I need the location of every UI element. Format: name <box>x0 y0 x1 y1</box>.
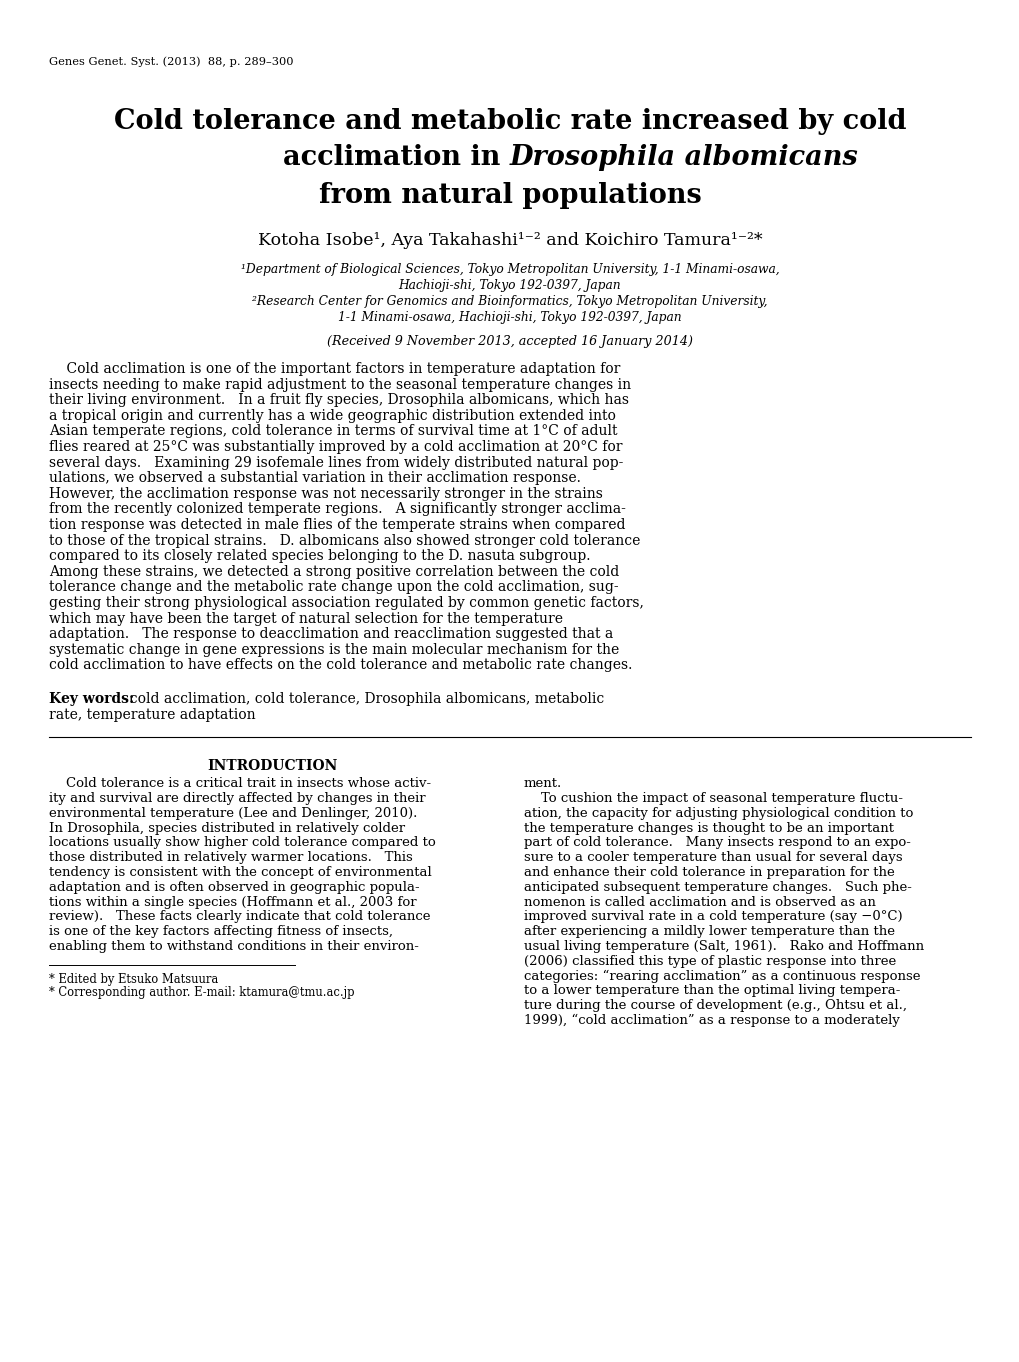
Text: Cold acclimation is one of the important factors in temperature adaptation for: Cold acclimation is one of the important… <box>49 362 620 376</box>
Text: tolerance change and the metabolic rate change upon the cold acclimation, sug-: tolerance change and the metabolic rate … <box>49 580 618 594</box>
Text: Cold tolerance and metabolic rate increased by cold: Cold tolerance and metabolic rate increa… <box>114 108 905 135</box>
Text: insects needing to make rapid adjustment to the seasonal temperature changes in: insects needing to make rapid adjustment… <box>49 377 631 392</box>
Text: enabling them to withstand conditions in their environ-: enabling them to withstand conditions in… <box>49 940 419 953</box>
Text: Kotoha Isobe¹, Aya Takahashi¹⁻² and Koichiro Tamura¹⁻²*: Kotoha Isobe¹, Aya Takahashi¹⁻² and Koic… <box>258 232 761 249</box>
Text: Drosophila albomicans: Drosophila albomicans <box>510 144 858 172</box>
Text: (2006) classified this type of plastic response into three: (2006) classified this type of plastic r… <box>524 955 896 968</box>
Text: review).   These facts clearly indicate that cold tolerance: review). These facts clearly indicate th… <box>49 910 430 923</box>
Text: sure to a cooler temperature than usual for several days: sure to a cooler temperature than usual … <box>524 851 902 865</box>
Text: ¹Department of Biological Sciences, Tokyo Metropolitan University, 1-1 Minami-os: ¹Department of Biological Sciences, Toky… <box>240 263 779 276</box>
Text: Asian temperate regions, cold tolerance in terms of survival time at 1°C of adul: Asian temperate regions, cold tolerance … <box>49 425 616 439</box>
Text: However, the acclimation response was not necessarily stronger in the strains: However, the acclimation response was no… <box>49 486 602 501</box>
Text: after experiencing a mildly lower temperature than the: after experiencing a mildly lower temper… <box>524 925 894 938</box>
Text: flies reared at 25°C was substantially improved by a cold acclimation at 20°C fo: flies reared at 25°C was substantially i… <box>49 440 622 454</box>
Text: from the recently colonized temperate regions.   A significantly stronger acclim: from the recently colonized temperate re… <box>49 503 626 516</box>
Text: tendency is consistent with the concept of environmental: tendency is consistent with the concept … <box>49 866 431 878</box>
Text: locations usually show higher cold tolerance compared to: locations usually show higher cold toler… <box>49 836 435 850</box>
Text: cold acclimation, cold tolerance, Drosophila albomicans, metabolic: cold acclimation, cold tolerance, Drosop… <box>121 692 603 706</box>
Text: those distributed in relatively warmer locations.   This: those distributed in relatively warmer l… <box>49 851 413 865</box>
Text: 1999), “cold acclimation” as a response to a moderately: 1999), “cold acclimation” as a response … <box>524 1013 899 1027</box>
Text: adaptation and is often observed in geographic popula-: adaptation and is often observed in geog… <box>49 881 419 893</box>
Text: ture during the course of development (e.g., Ohtsu et al.,: ture during the course of development (e… <box>524 1000 906 1012</box>
Text: * Edited by Etsuko Matsuura: * Edited by Etsuko Matsuura <box>49 972 218 986</box>
Text: In Drosophila, species distributed in relatively colder: In Drosophila, species distributed in re… <box>49 821 405 835</box>
Text: ation, the capacity for adjusting physiological condition to: ation, the capacity for adjusting physio… <box>524 806 912 820</box>
Text: several days.   Examining 29 isofemale lines from widely distributed natural pop: several days. Examining 29 isofemale lin… <box>49 456 623 470</box>
Text: Genes Genet. Syst. (2013)  88, p. 289–300: Genes Genet. Syst. (2013) 88, p. 289–300 <box>49 56 293 67</box>
Text: to those of the tropical strains.   D. albomicans also showed stronger cold tole: to those of the tropical strains. D. alb… <box>49 534 640 548</box>
Text: acclimation in: acclimation in <box>283 144 510 172</box>
Text: usual living temperature (Salt, 1961).   Rako and Hoffmann: usual living temperature (Salt, 1961). R… <box>524 940 923 953</box>
Text: and enhance their cold tolerance in preparation for the: and enhance their cold tolerance in prep… <box>524 866 894 878</box>
Text: a tropical origin and currently has a wide geographic distribution extended into: a tropical origin and currently has a wi… <box>49 409 615 422</box>
Text: Among these strains, we detected a strong positive correlation between the cold: Among these strains, we detected a stron… <box>49 565 619 579</box>
Text: Key words:: Key words: <box>49 692 133 706</box>
Text: environmental temperature (Lee and Denlinger, 2010).: environmental temperature (Lee and Denli… <box>49 806 417 820</box>
Text: improved survival rate in a cold temperature (say −0°C): improved survival rate in a cold tempera… <box>524 910 902 923</box>
Text: part of cold tolerance.   Many insects respond to an expo-: part of cold tolerance. Many insects res… <box>524 836 910 850</box>
Text: systematic change in gene expressions is the main molecular mechanism for the: systematic change in gene expressions is… <box>49 643 619 656</box>
Text: from natural populations: from natural populations <box>318 183 701 208</box>
Text: anticipated subsequent temperature changes.   Such phe-: anticipated subsequent temperature chang… <box>524 881 911 893</box>
Text: rate, temperature adaptation: rate, temperature adaptation <box>49 708 256 722</box>
Text: 1-1 Minami-osawa, Hachioji-shi, Tokyo 192-0397, Japan: 1-1 Minami-osawa, Hachioji-shi, Tokyo 19… <box>338 311 681 324</box>
Text: which may have been the target of natural selection for the temperature: which may have been the target of natura… <box>49 612 562 625</box>
Text: to a lower temperature than the optimal living tempera-: to a lower temperature than the optimal … <box>524 985 900 997</box>
Text: INTRODUCTION: INTRODUCTION <box>207 759 337 774</box>
Text: ulations, we observed a substantial variation in their acclimation response.: ulations, we observed a substantial vari… <box>49 471 580 485</box>
Text: nomenon is called acclimation and is observed as an: nomenon is called acclimation and is obs… <box>524 896 875 908</box>
Text: ²Research Center for Genomics and Bioinformatics, Tokyo Metropolitan University,: ²Research Center for Genomics and Bioinf… <box>252 296 767 308</box>
Text: their living environment.   In a fruit fly species, Drosophila albomicans, which: their living environment. In a fruit fly… <box>49 394 629 407</box>
Text: Cold tolerance is a critical trait in insects whose activ-: Cold tolerance is a critical trait in in… <box>49 778 431 790</box>
Text: tions within a single species (Hoffmann et al., 2003 for: tions within a single species (Hoffmann … <box>49 896 416 908</box>
Text: gesting their strong physiological association regulated by common genetic facto: gesting their strong physiological assoc… <box>49 597 643 610</box>
Text: To cushion the impact of seasonal temperature fluctu-: To cushion the impact of seasonal temper… <box>524 791 902 805</box>
Text: tion response was detected in male flies of the temperate strains when compared: tion response was detected in male flies… <box>49 518 625 533</box>
Text: categories: “rearing acclimation” as a continuous response: categories: “rearing acclimation” as a c… <box>524 970 919 983</box>
Text: is one of the key factors affecting fitness of insects,: is one of the key factors affecting fitn… <box>49 925 392 938</box>
Text: cold acclimation to have effects on the cold tolerance and metabolic rate change: cold acclimation to have effects on the … <box>49 658 632 673</box>
Text: adaptation.   The response to deacclimation and reacclimation suggested that a: adaptation. The response to deacclimatio… <box>49 627 612 642</box>
Text: * Corresponding author. E-mail: ktamura@tmu.ac.jp: * Corresponding author. E-mail: ktamura@… <box>49 986 355 998</box>
Text: compared to its closely related species belonging to the D. nasuta subgroup.: compared to its closely related species … <box>49 549 590 564</box>
Text: (Received 9 November 2013, accepted 16 January 2014): (Received 9 November 2013, accepted 16 J… <box>327 335 692 349</box>
Text: Hachioji-shi, Tokyo 192-0397, Japan: Hachioji-shi, Tokyo 192-0397, Japan <box>398 279 621 291</box>
Text: the temperature changes is thought to be an important: the temperature changes is thought to be… <box>524 821 893 835</box>
Text: ment.: ment. <box>524 778 561 790</box>
Text: ity and survival are directly affected by changes in their: ity and survival are directly affected b… <box>49 791 425 805</box>
